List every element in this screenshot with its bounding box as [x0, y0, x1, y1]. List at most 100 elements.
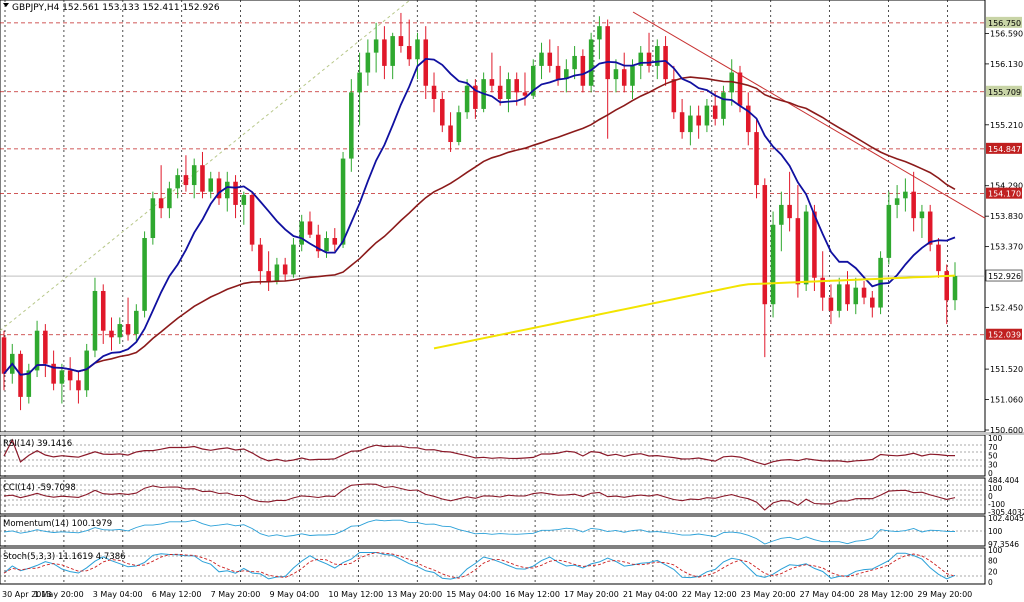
candle-body [894, 198, 900, 205]
level-label-box [986, 187, 1022, 199]
ma-mid-line [3, 76, 956, 376]
chart-header: GBPJPY,H4 152.561 153.133 152.411 152.92… [3, 3, 220, 13]
candle-body [464, 85, 470, 113]
candle-body [588, 39, 594, 86]
candle-body [456, 112, 462, 143]
main-panel [0, 0, 986, 433]
candle-body [870, 297, 875, 308]
candle-body [936, 244, 941, 272]
momentum-line [3, 519, 956, 545]
candle-body [638, 52, 644, 66]
candle-body [696, 115, 701, 126]
price-tick-label: 154.290 [990, 182, 1023, 191]
stoch-title: Stoch(5,3,3) 11.1619 4.7386 [3, 552, 126, 562]
panel-frames [0, 0, 1024, 585]
indicator-tick-label: 97.3546 [988, 540, 1019, 549]
candle-body [307, 221, 313, 235]
candle-body [712, 105, 718, 119]
candle-body [572, 55, 577, 70]
candle-body [84, 350, 89, 391]
time-tick-label: 1 May 20:00 [34, 590, 84, 599]
price-tick-label: 151.060 [990, 396, 1023, 405]
candle-body [630, 65, 635, 86]
rsi-line [3, 438, 956, 466]
candle-body [59, 370, 65, 384]
candle-body [911, 191, 916, 219]
level-label-box [985, 269, 1023, 282]
candle-body [340, 158, 346, 245]
level-label: 154.847 [988, 145, 1021, 154]
candle-body [266, 271, 271, 282]
candle-body [836, 284, 842, 311]
candle-body [704, 105, 710, 126]
candle-body [241, 194, 247, 205]
indicator-tick-label: 100 [988, 546, 1003, 555]
candle-body [497, 85, 503, 99]
indicator-tick-label: 50 [988, 452, 998, 461]
candle-body [398, 36, 404, 47]
indicator-tick-label: 100 [988, 527, 1003, 536]
candle-body [365, 52, 371, 73]
candle-body [109, 330, 114, 338]
candle-body [1, 337, 7, 374]
candle-body [530, 65, 536, 96]
level-label: 152.926 [988, 272, 1021, 281]
candle-body [448, 125, 453, 143]
candle-body [274, 264, 280, 282]
triangle-down-icon[interactable] [3, 3, 9, 7]
indicator-tick-label: 0 [988, 469, 993, 478]
candle-body [762, 185, 768, 305]
candle-body [861, 287, 867, 298]
candle-body [514, 79, 519, 93]
channel-line [0, 0, 411, 332]
time-tick-label: 6 May 12:00 [152, 590, 202, 599]
time-tick-label: 29 May 20:00 [917, 590, 972, 599]
price-tick-label: 153.370 [990, 243, 1023, 252]
candle-body [745, 105, 751, 133]
candle-body [770, 224, 776, 305]
level-label-box [986, 85, 1022, 97]
indicator-tick-label: 100 [988, 434, 1003, 443]
candle-body [878, 257, 883, 308]
candle-body [299, 221, 304, 245]
symbol-header: GBPJPY,H4 152.561 153.133 152.411 152.92… [12, 3, 220, 13]
candle-body [646, 52, 652, 66]
price-axis: 156.590 156.130 155.210 154.290 153.830 153.3… [985, 29, 1024, 587]
candle-body [382, 39, 387, 66]
cci-title: CCI(14) -59.7098 [3, 483, 76, 493]
indicator-tick-label: 0 [988, 492, 993, 501]
candle-body [522, 92, 528, 96]
candle-body [291, 244, 296, 275]
candle-body [200, 165, 205, 192]
candle-body [216, 178, 222, 199]
candle-body [903, 191, 908, 199]
candle-body [564, 69, 569, 80]
ma-slow-line [433, 274, 956, 350]
candle-body [390, 36, 395, 66]
candle-body [787, 204, 792, 219]
candle-body [208, 178, 214, 192]
level-labels: 156.750 155.709 154.847 154.170 152.926 152.0… [985, 16, 1023, 340]
candle-body [886, 204, 892, 258]
panel-separator[interactable] [0, 432, 1024, 435]
candle-body [92, 290, 98, 351]
level-label: 156.750 [988, 19, 1021, 28]
candle-body [828, 297, 834, 311]
candle-body [191, 165, 197, 186]
candle-body [117, 324, 123, 338]
candle-body [944, 271, 950, 301]
candle-body [431, 85, 437, 99]
level-label-box [986, 328, 1022, 340]
stoch-k-line [3, 552, 956, 580]
candles [1, 12, 958, 411]
candle-body [26, 370, 32, 397]
candle-body [737, 72, 743, 106]
candle-body [158, 198, 164, 209]
candle-body [125, 324, 131, 335]
indicator-tick-label: 484.404 [988, 476, 1019, 485]
candle-body [853, 287, 859, 305]
indicator-tick-label: 30 [988, 460, 998, 469]
candle-body [258, 244, 263, 272]
time-tick-label: 15 May 04:00 [446, 590, 501, 599]
